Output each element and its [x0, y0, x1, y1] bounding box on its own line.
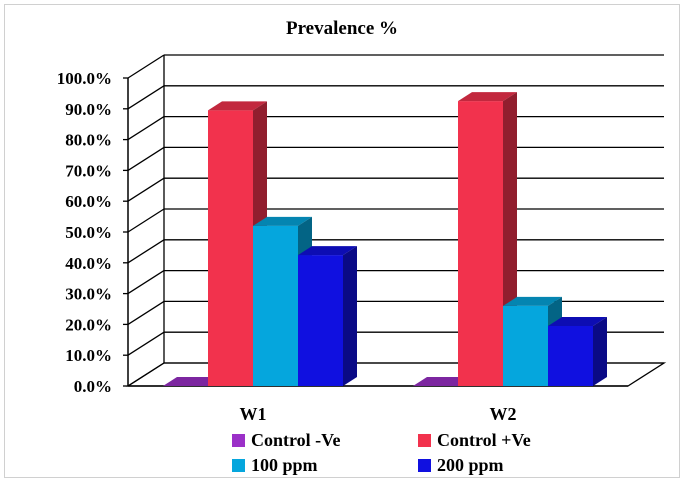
bar-top-3-0 — [298, 246, 357, 256]
legend-label-100ppm: 100 ppm — [251, 455, 318, 475]
bar-side-3-1 — [593, 316, 607, 386]
chart-title: Prevalence % — [285, 18, 399, 39]
bar-front-3-1 — [548, 325, 593, 386]
bar-front-1-0 — [208, 110, 253, 386]
legend-swatch-control-neg — [232, 434, 245, 447]
bar-top-2-0 — [253, 216, 312, 226]
chart-frame — [4, 4, 680, 478]
bar-side-3-0 — [343, 246, 357, 386]
gridline-side — [127, 85, 165, 110]
bar-top-0-1 — [413, 377, 472, 386]
x-category-label: W2 — [490, 404, 517, 424]
legend-swatch-control-pos — [418, 434, 431, 447]
bar-front-2-1 — [503, 305, 548, 386]
legend-label-control-pos: Control +Ve — [437, 430, 531, 450]
legend: Control -Ve Control +Ve 100 ppm 200 ppm — [232, 430, 652, 476]
gridline-side — [127, 146, 165, 171]
y-tick-label: 80.0% — [65, 131, 112, 150]
gridline-side — [127, 208, 165, 233]
y-tick-label: 30.0% — [65, 285, 112, 304]
y-tick-label: 90.0% — [65, 100, 112, 119]
legend-label-200ppm: 200 ppm — [437, 455, 504, 475]
y-tick-label: 40.0% — [65, 254, 112, 273]
y-tick-label: 0.0% — [74, 377, 112, 396]
bar-top-3-1 — [548, 316, 607, 326]
legend-swatch-100ppm — [232, 459, 245, 472]
bar-front-1-1 — [458, 101, 503, 386]
y-tick-label: 20.0% — [65, 315, 112, 334]
y-tick-label: 70.0% — [65, 161, 112, 180]
bar-top-0-0 — [163, 377, 222, 386]
bar-top-1-0 — [208, 101, 267, 111]
bar-top-2-1 — [503, 296, 562, 306]
y-tick-label: 60.0% — [65, 192, 112, 211]
gridline-side — [127, 331, 165, 356]
y-tick-label: 10.0% — [65, 346, 112, 365]
y-tick-label: 100.0% — [57, 69, 112, 88]
legend-item-control-pos: Control +Ve — [418, 430, 618, 451]
legend-label-control-neg: Control -Ve — [251, 430, 341, 450]
y-tick-label: 50.0% — [65, 223, 112, 242]
gridline-side — [127, 362, 165, 387]
gridline-side — [127, 54, 165, 79]
gridline-side — [127, 177, 165, 202]
bar-top-1-1 — [458, 92, 517, 102]
gridline-side — [127, 239, 165, 264]
bar-front-2-0 — [253, 225, 298, 386]
gridline-side — [127, 116, 165, 141]
bar-front-3-0 — [298, 255, 343, 386]
legend-item-control-neg: Control -Ve — [232, 430, 418, 451]
gridline-side — [127, 270, 165, 295]
x-category-label: W1 — [240, 404, 267, 424]
legend-item-100ppm: 100 ppm — [232, 455, 418, 476]
legend-swatch-200ppm — [418, 459, 431, 472]
legend-item-200ppm: 200 ppm — [418, 455, 618, 476]
gridline-side — [127, 300, 165, 325]
